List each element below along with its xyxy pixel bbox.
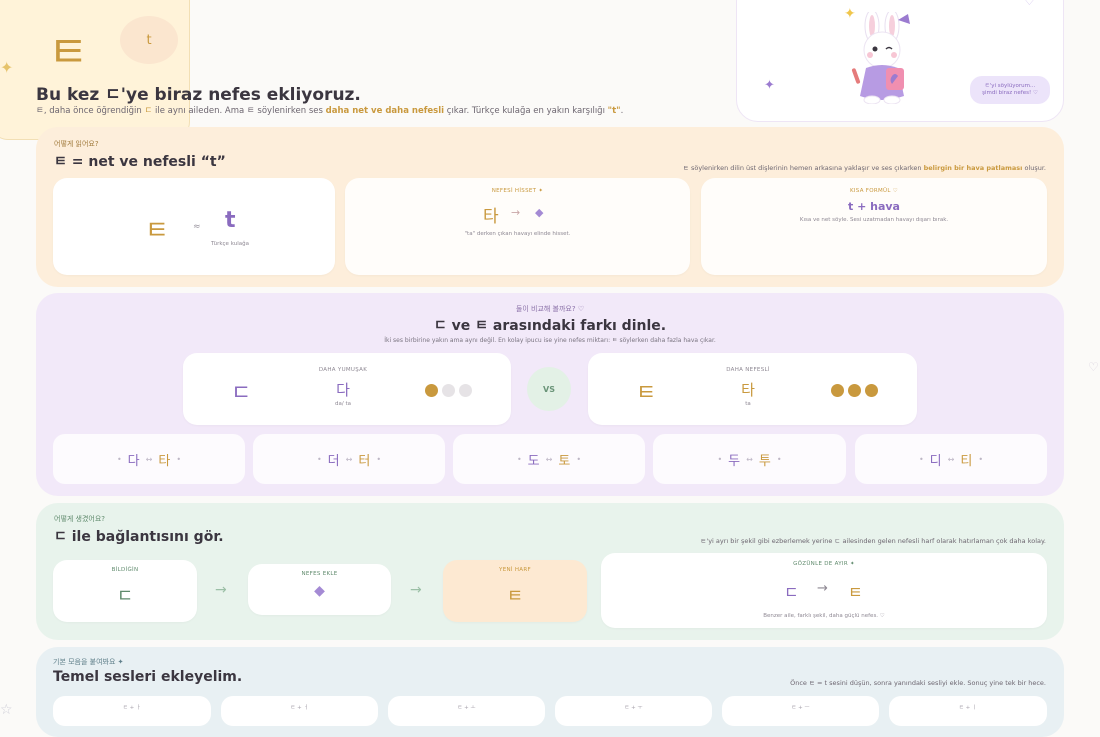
big-letter: ㅌ [48, 27, 89, 78]
step-card: NEFES EKLE ◆ [248, 564, 391, 615]
pair-card[interactable]: • 다 ↔ 타 • [53, 434, 245, 484]
breath-puff-icon: ◆ [314, 583, 325, 599]
soft-sound-card: ㄷ DAHA YUMUŞAK 다 da/ ta [183, 353, 511, 425]
card-label: GÖZÜNLE DE AYIR ✦ [793, 561, 855, 567]
vowel-card[interactable]: ㅌ + ㅏ [53, 696, 211, 726]
syllable: 다 [336, 381, 350, 399]
sparkle-icon: ✦ [844, 6, 856, 22]
bunny-mascot-icon [851, 12, 910, 104]
feel-breath-card: NEFESİ HİSSET ✦ 타 → ◆ "ta" derken çıkan … [345, 178, 690, 275]
heart-outline-icon: ♡ [1088, 360, 1099, 374]
card-label: BİLDİĞİN [111, 567, 139, 573]
vowel-card[interactable]: ㅌ + ㅡ [722, 696, 879, 726]
korean-letter: ㅌ [636, 381, 657, 406]
mascot-speech-bubble: ㅌ'yi söylüyorum... şimdi biraz nefes! ♡ [970, 76, 1050, 104]
section-title: ㅌ = net ve nefesli “t” [54, 154, 226, 170]
level-dot [831, 384, 844, 397]
level-dot [865, 384, 878, 397]
romanization: ta [745, 401, 751, 407]
section-subtitle: İki ses birbirine yakın ama aynı değil. … [384, 337, 716, 344]
romanization: da/ ta [335, 401, 351, 407]
korean-letter: ㅌ [145, 216, 169, 246]
pair-card[interactable]: • 더 ↔ 터 • [253, 434, 445, 484]
level-dot [848, 384, 861, 397]
section-note: Önce ㅌ = t sesini düşün, sonra yanındaki… [790, 679, 1046, 687]
card-label: NEFES EKLE [301, 571, 338, 577]
card-caption: Kısa ve net söyle. Sesi uzatmadan havayı… [799, 217, 949, 223]
star-outline-icon: ☆ [0, 702, 13, 718]
sparkle-icon: ✦ [764, 78, 775, 93]
section-note: ㅌ'yi ayrı bir şekil gibi ezberlemek yeri… [700, 537, 1046, 545]
vs-badge: VS [527, 367, 571, 411]
vowel-card[interactable]: ㅌ + ㅗ [388, 696, 545, 726]
section-eyebrow: 어떻게 읽어요? [54, 140, 99, 148]
latin-letter: t [225, 208, 236, 233]
section-title: ㄷ ve ㅌ arasındaki farkı dinle. [433, 318, 667, 334]
formula-text: t + hava [848, 200, 900, 213]
vowel-card[interactable]: ㅌ + ㅓ [221, 696, 378, 726]
pair-card[interactable]: • 디 ↔ 티 • [855, 434, 1047, 484]
card-label: NEFESİ HİSSET ✦ [491, 188, 544, 194]
card-label: KISA FORMÜL ♡ [849, 188, 899, 194]
heart-icon: ♡ [1024, 0, 1035, 8]
breath-puff-icon: ◆ [535, 206, 544, 219]
arrow-right-icon: → [215, 582, 227, 598]
breath-level-dots [425, 382, 476, 401]
arrow-right-icon: → [410, 582, 422, 598]
shape-compare-card: GÖZÜNLE DE AYIR ✦ ㄷ → ㅌ Benzer aile, far… [601, 553, 1047, 628]
pronunciation-card: ㅌ ≈ t Türkçe kulağa [53, 178, 335, 275]
page-subtitle: ㅌ, daha önce öğrendiğin ㄷ ile aynı ailed… [36, 106, 624, 116]
vowel-card[interactable]: ㅌ + ㅣ [889, 696, 1047, 726]
arrow-right-icon: → [817, 581, 828, 596]
pair-card[interactable]: • 두 ↔ 투 • [653, 434, 846, 484]
approx-symbol: ≈ [193, 222, 201, 232]
page-title: Bu kez ㄷ'ye biraz nefes ekliyoruz. [36, 85, 361, 105]
formula-card: KISA FORMÜL ♡ t + hava Kısa ve net söyle… [701, 178, 1047, 275]
breathy-sound-card: ㅌ DAHA NEFESLİ 타 ta [588, 353, 917, 425]
step-card: YENİ HARF ㅌ [443, 560, 587, 622]
section-title: Temel sesleri ekleyelim. [53, 669, 243, 685]
card-label: YENİ HARF [499, 567, 531, 573]
syllable: 타 [741, 381, 755, 399]
level-dot [425, 384, 438, 397]
arrow-icon: → [511, 206, 521, 219]
section-eyebrow: 기본 모음을 붙여봐요 ✦ [53, 658, 124, 666]
sparkle-icon: ✦ [0, 58, 14, 77]
syllable: 타 [483, 207, 499, 227]
card-label: DAHA YUMUŞAK [318, 367, 368, 373]
step-card: BİLDİĞİN ㄷ [53, 560, 197, 622]
level-dot [442, 384, 455, 397]
section-eyebrow: 어떻게 생겼어요? [54, 515, 106, 523]
vowel-card[interactable]: ㅌ + ㅜ [555, 696, 712, 726]
section-eyebrow: 둘이 비교해 볼까요? ♡ [515, 305, 585, 313]
card-caption: "ta" derken çıkan havayı elinde hisset. [464, 231, 571, 237]
section-note: ㅌ söylenirken dilin üst dişlerinin hemen… [682, 164, 1046, 172]
card-label: DAHA NEFESLİ [726, 367, 770, 373]
breath-level-dots [831, 382, 882, 401]
level-dot [459, 384, 472, 397]
section-title: ㄷ ile bağlantısını gör. [54, 529, 224, 545]
pair-card[interactable]: • 도 ↔ 토 • [453, 434, 645, 484]
card-caption: Türkçe kulağa [211, 241, 249, 247]
korean-letter: ㄷ [784, 583, 799, 602]
korean-letter: ㄷ [231, 381, 252, 406]
korean-letter: ㅌ [506, 586, 524, 607]
korean-letter: ㅌ [848, 583, 863, 602]
latin-bubble: t [120, 16, 178, 64]
korean-letter: ㄷ [116, 586, 134, 607]
card-caption: Benzer aile, farklı şekil, daha güçlü ne… [763, 613, 885, 619]
